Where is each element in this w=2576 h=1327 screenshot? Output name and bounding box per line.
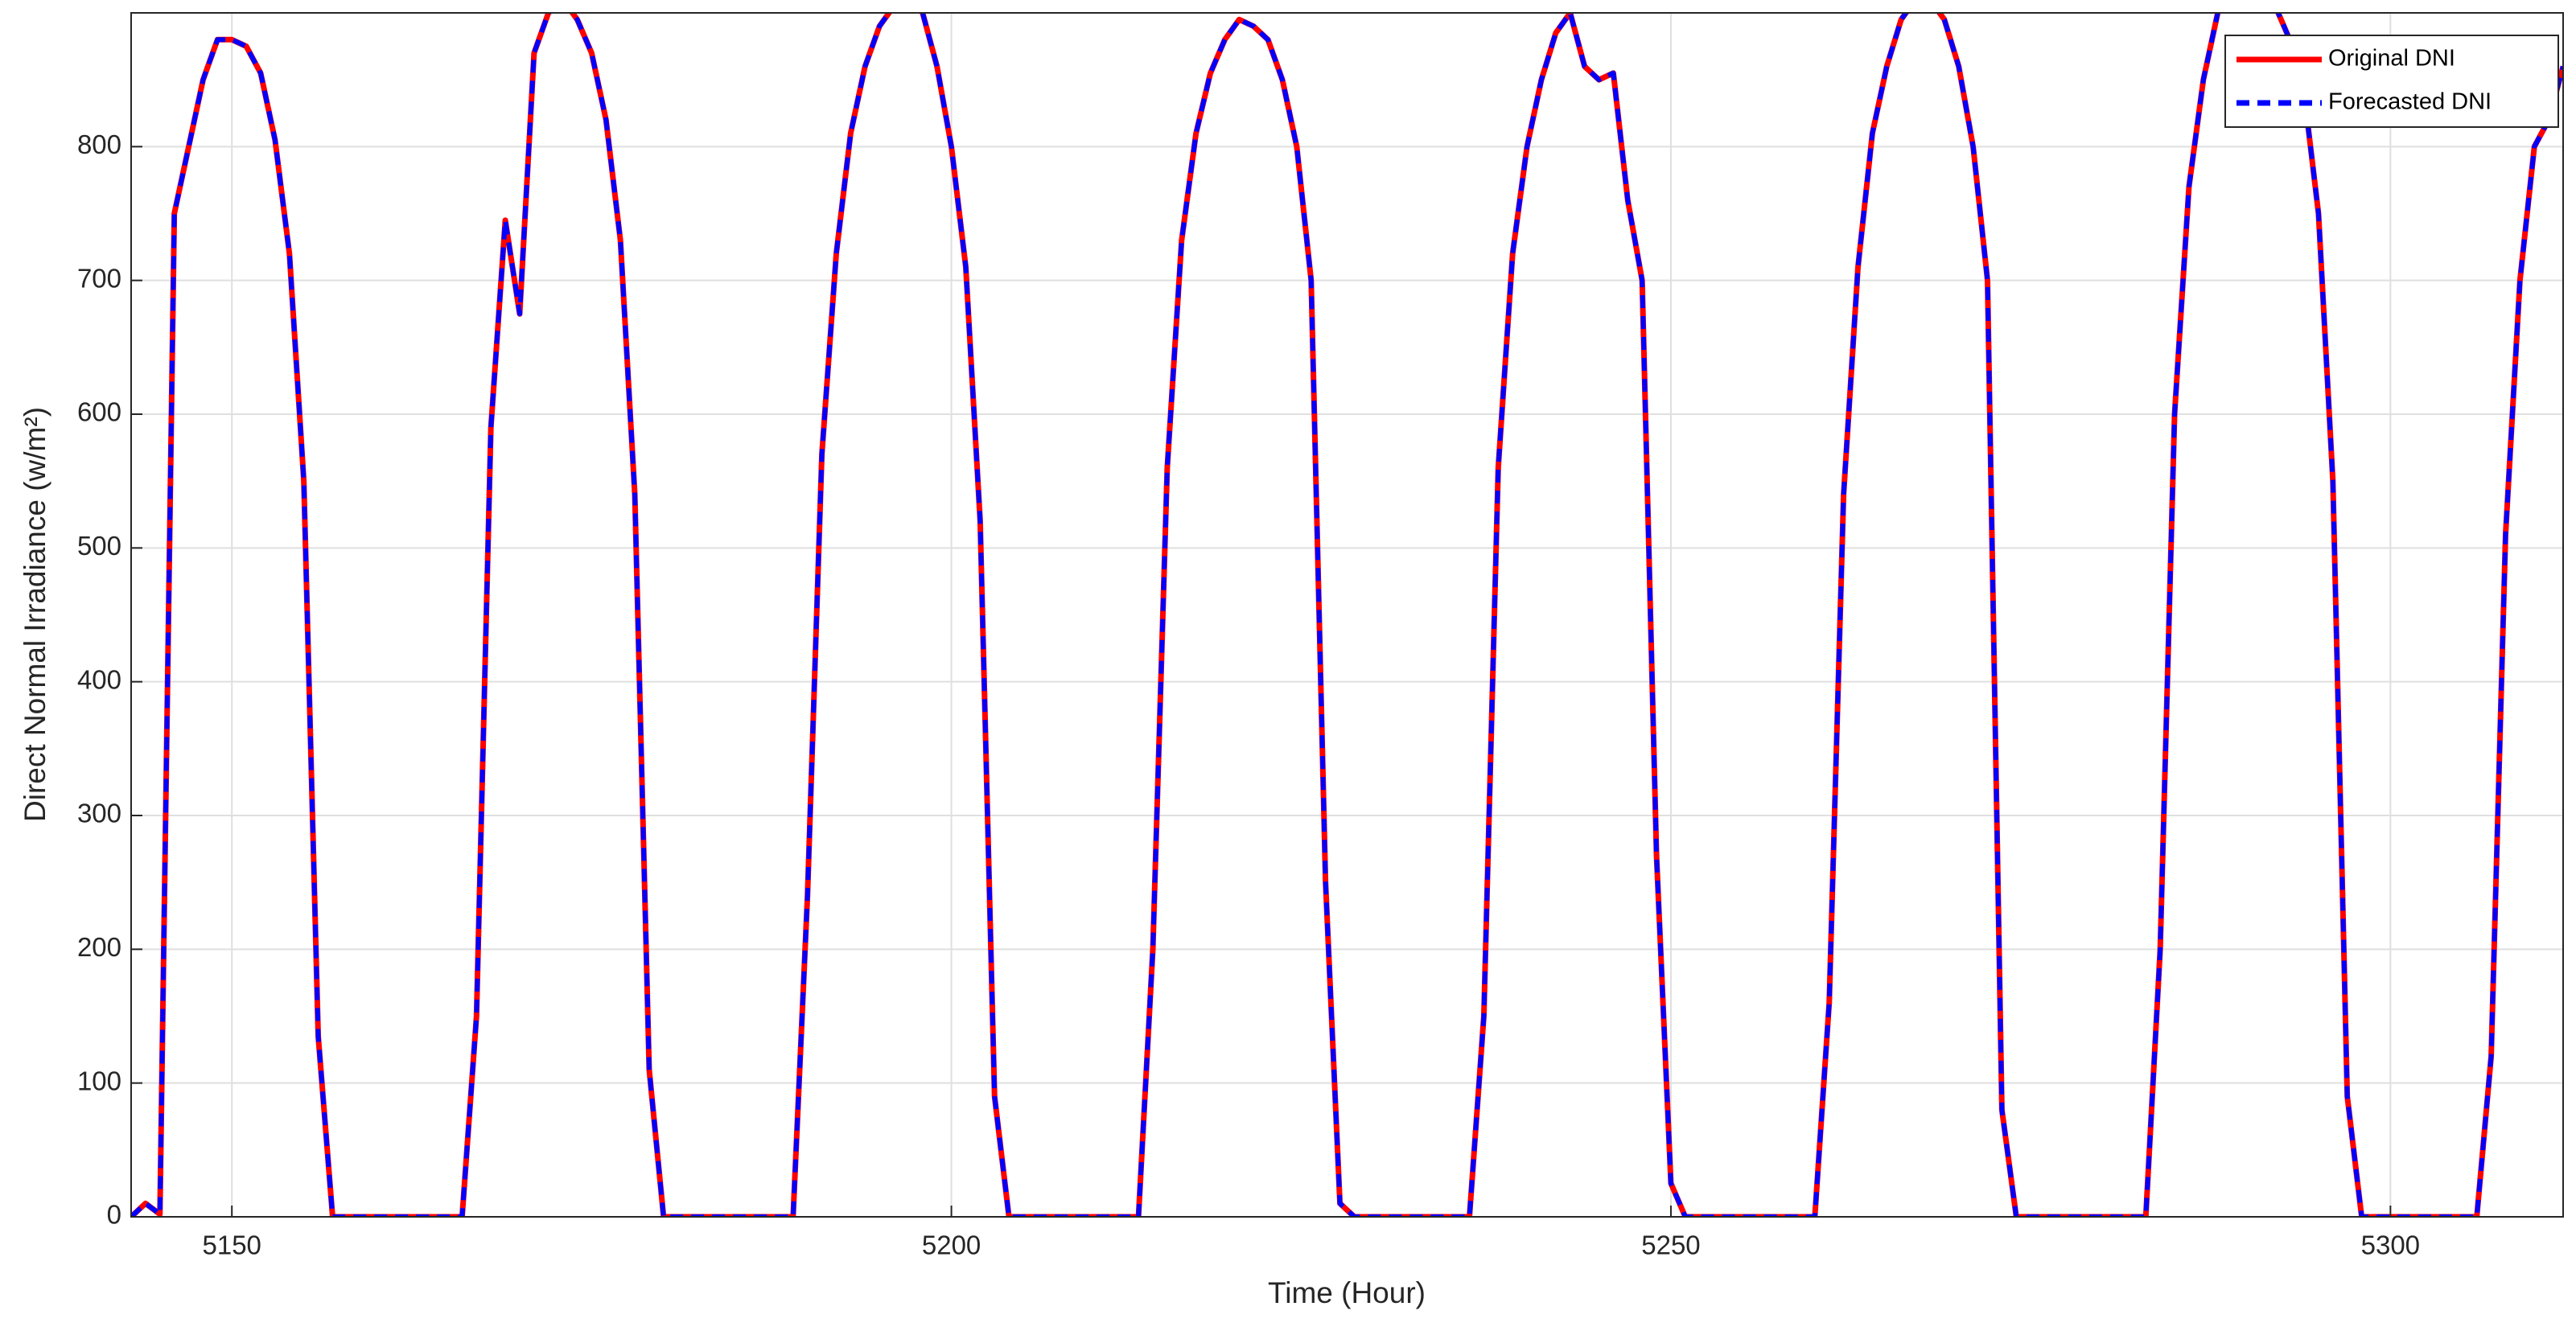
y-tick-label: 700 [77,263,121,293]
x-tick-label: 5200 [922,1230,981,1260]
ticks: 5150 5200 5250 5300 0 100 200 300 400 500 600 700 80… [77,129,2420,1260]
legend-label: Original DNI [2328,46,2455,72]
x-tick-label: 5150 [203,1230,261,1260]
y-tick-label: 100 [77,1066,121,1095]
y-axis-label: Direct Normal Irradiance (w/m²) [19,407,51,822]
legend-box [2224,35,2559,128]
y-tick-label: 0 [107,1200,121,1230]
plot-area [131,13,2563,1217]
series-line [131,13,2563,1217]
legend: Original DNI Forecasted DNI [2224,35,2559,128]
x-axis-label: Time (Hour) [1268,1276,1426,1309]
lines [131,13,2563,1217]
axes-box [130,12,2564,1218]
x-tick-label: 5300 [2361,1230,2420,1260]
x-tick-label: 5250 [1641,1230,1700,1260]
legend-label: Forecasted DNI [2328,89,2492,115]
y-tick-label: 400 [77,664,121,694]
y-tick-label: 200 [77,932,121,962]
y-tick-label: 600 [77,397,121,427]
y-tick-label: 500 [77,531,121,561]
y-tick-label: 800 [77,129,121,159]
y-tick-label: 300 [77,799,121,828]
